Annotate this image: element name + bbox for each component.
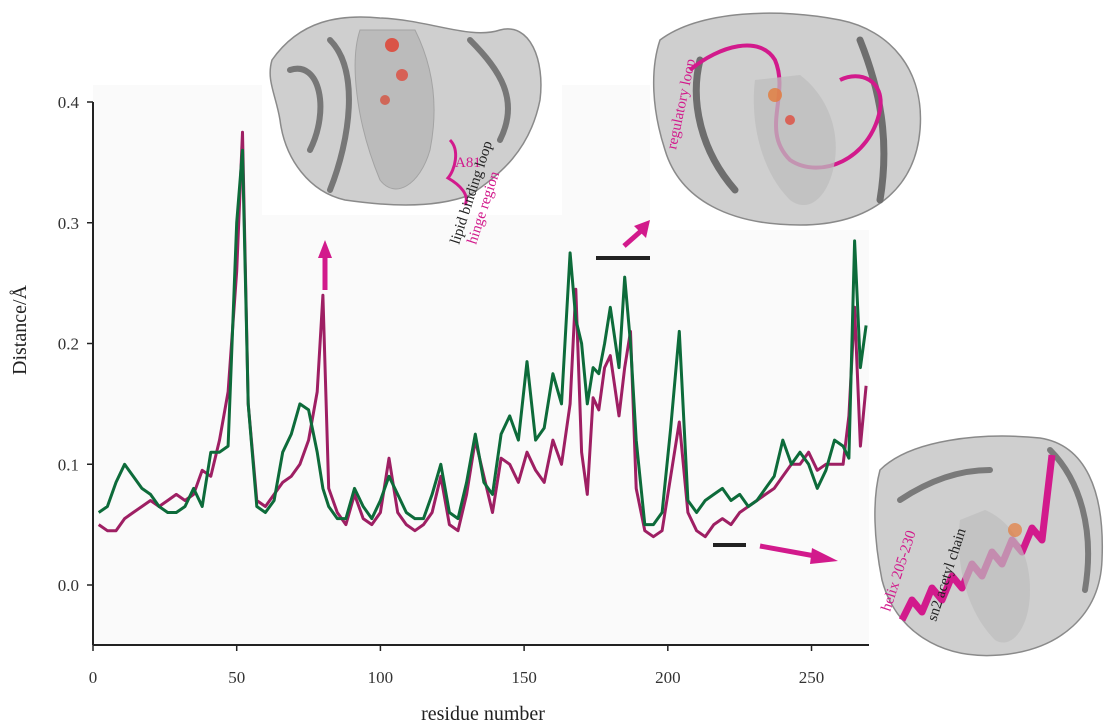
x-axis-title: residue number xyxy=(421,703,545,725)
series-group xyxy=(97,130,868,539)
x-tick-label: 0 xyxy=(89,668,98,687)
x-tick-label: 50 xyxy=(228,668,245,687)
x-ticks: 0 50 100 150 200 250 xyxy=(89,645,825,687)
protein-inset-bottom-right xyxy=(870,430,1107,658)
y-tick-label: 0.4 xyxy=(58,93,80,112)
y-tick-label: 0.1 xyxy=(58,455,79,474)
arrow-to-top-right-inset xyxy=(622,220,650,248)
protein-inset-top-left xyxy=(262,10,562,215)
y-axis-title: Distance/Å xyxy=(9,284,31,375)
series-line-green xyxy=(97,148,868,527)
protein-inset-top-right xyxy=(650,5,925,230)
x-tick-label: 200 xyxy=(655,668,681,687)
annotation-a81: A81 xyxy=(455,155,481,171)
x-tick-label: 150 xyxy=(511,668,537,687)
y-tick-label: 0.3 xyxy=(58,214,79,233)
y-tick-label: 0.2 xyxy=(58,335,79,354)
x-tick-label: 250 xyxy=(799,668,825,687)
arrow-to-top-left-inset xyxy=(318,240,332,290)
x-tick-label: 100 xyxy=(368,668,394,687)
arrow-to-bottom-right-inset xyxy=(759,543,838,564)
y-ticks: 0.0 0.1 0.2 0.3 0.4 xyxy=(58,93,93,595)
y-tick-label: 0.0 xyxy=(58,576,79,595)
